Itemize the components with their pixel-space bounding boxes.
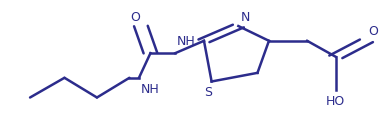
Text: S: S: [204, 86, 212, 99]
Text: HO: HO: [326, 95, 345, 108]
Text: NH: NH: [141, 83, 160, 96]
Text: NH: NH: [177, 35, 196, 48]
Text: N: N: [240, 11, 249, 24]
Text: O: O: [368, 25, 378, 38]
Text: O: O: [130, 11, 140, 24]
